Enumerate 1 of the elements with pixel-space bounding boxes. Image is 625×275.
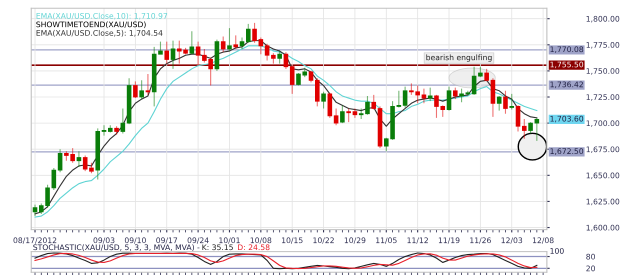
line-series (34, 252, 538, 270)
